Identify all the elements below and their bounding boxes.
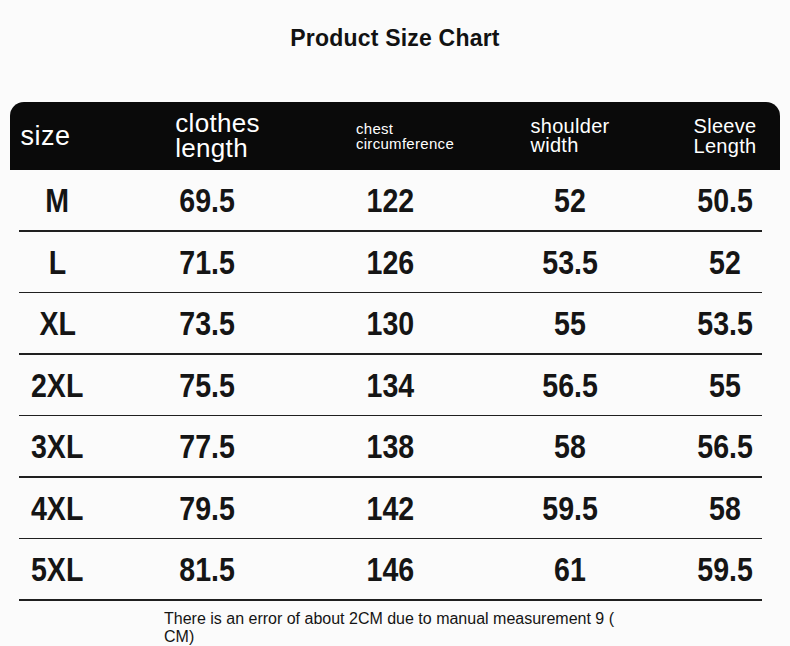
value-text: 71.5 <box>180 243 236 282</box>
size-label: 2XL <box>10 366 105 405</box>
measurement-note-line: There is an error of about 2CM due to ma… <box>164 610 626 629</box>
size-label: L <box>10 243 105 282</box>
size-label-text: 4XL <box>31 489 83 528</box>
value-cell: 77.5 <box>105 427 310 466</box>
size-label: 5XL <box>10 550 105 589</box>
value-text: 59.5 <box>542 489 598 528</box>
value-text: 55 <box>554 304 586 343</box>
value-text: 50.5 <box>697 181 753 220</box>
value-text: 69.5 <box>180 181 236 220</box>
size-label-text: 3XL <box>31 427 83 466</box>
table-row-2xl: 2XL 75.5 134 56.5 55 <box>10 355 780 417</box>
size-label-text: 2XL <box>31 366 83 405</box>
value-cell: 55 <box>670 366 780 405</box>
value-cell: 61 <box>470 550 670 589</box>
value-text: 126 <box>366 243 414 282</box>
value-text: 122 <box>366 181 414 220</box>
value-text: 58 <box>554 427 586 466</box>
value-cell: 59.5 <box>470 489 670 528</box>
value-text: 53.5 <box>697 304 753 343</box>
size-label-text: L <box>49 243 66 282</box>
value-cell: 81.5 <box>105 550 310 589</box>
col-header-sleeve-length: Sleeve Length <box>670 116 780 156</box>
value-cell: 56.5 <box>470 366 670 405</box>
value-text: 59.5 <box>697 550 753 589</box>
value-cell: 146 <box>310 550 470 589</box>
value-text: 73.5 <box>180 304 236 343</box>
value-cell: 55 <box>470 304 670 343</box>
col-header-chest-circumference: chest circumference <box>310 121 470 151</box>
value-text: 53.5 <box>542 243 598 282</box>
value-text: 55 <box>709 366 741 405</box>
value-cell: 52 <box>470 181 670 220</box>
size-label-text: 5XL <box>31 550 83 589</box>
value-cell: 142 <box>310 489 470 528</box>
value-text: 56.5 <box>542 366 598 405</box>
value-cell: 130 <box>310 304 470 343</box>
value-cell: 138 <box>310 427 470 466</box>
value-cell: 69.5 <box>105 181 310 220</box>
size-label: 4XL <box>10 489 105 528</box>
value-text: 52 <box>554 181 586 220</box>
size-label-text: M <box>46 181 70 220</box>
value-text: 58 <box>709 489 741 528</box>
measurement-note-line: CM) <box>164 628 626 646</box>
col-header-line: width <box>530 136 609 155</box>
value-text: 61 <box>554 550 586 589</box>
col-header-size-label: size <box>20 121 70 152</box>
size-table: size clothes length chest circumference … <box>10 102 780 601</box>
value-text: 52 <box>709 243 741 282</box>
col-header-line: Length <box>694 136 757 156</box>
size-label-text: XL <box>39 304 76 343</box>
table-row-3xl: 3XL 77.5 138 58 56.5 <box>10 416 780 478</box>
value-cell: 59.5 <box>670 550 780 589</box>
value-cell: 75.5 <box>105 366 310 405</box>
value-cell: 52 <box>670 243 780 282</box>
size-label: M <box>10 181 105 220</box>
col-header-size: size <box>10 121 105 152</box>
value-cell: 50.5 <box>670 181 780 220</box>
value-text: 77.5 <box>180 427 236 466</box>
value-text: 146 <box>366 550 414 589</box>
value-cell: 134 <box>310 366 470 405</box>
value-text: 81.5 <box>180 550 236 589</box>
col-header-line: chest <box>356 121 454 136</box>
value-cell: 53.5 <box>670 304 780 343</box>
value-cell: 58 <box>470 427 670 466</box>
col-header-line: circumference <box>356 136 454 151</box>
table-header: size clothes length chest circumference … <box>10 102 780 170</box>
value-text: 79.5 <box>180 489 236 528</box>
value-text: 134 <box>366 366 414 405</box>
size-label: 3XL <box>10 427 105 466</box>
value-text: 138 <box>366 427 414 466</box>
table-row-xl: XL 73.5 130 55 53.5 <box>10 293 780 355</box>
table-row-m: M 69.5 122 52 50.5 <box>10 170 780 232</box>
table-row-5xl: 5XL 81.5 146 61 59.5 <box>10 539 780 601</box>
value-text: 142 <box>366 489 414 528</box>
col-header-clothes-length: clothes length <box>105 111 310 161</box>
value-cell: 126 <box>310 243 470 282</box>
page-title: Product Size Chart <box>0 0 790 52</box>
value-text: 130 <box>366 304 414 343</box>
table-row-4xl: 4XL 79.5 142 59.5 58 <box>10 478 780 540</box>
table-row-l: L 71.5 126 53.5 52 <box>10 232 780 294</box>
measurement-note: There is an error of about 2CM due to ma… <box>164 610 626 646</box>
size-label: XL <box>10 304 105 343</box>
value-text: 56.5 <box>697 427 753 466</box>
col-header-shoulder-width: shoulder width <box>470 117 670 155</box>
col-header-line: length <box>175 136 259 161</box>
value-cell: 56.5 <box>670 427 780 466</box>
value-cell: 58 <box>670 489 780 528</box>
value-cell: 79.5 <box>105 489 310 528</box>
value-cell: 53.5 <box>470 243 670 282</box>
value-cell: 73.5 <box>105 304 310 343</box>
value-cell: 71.5 <box>105 243 310 282</box>
col-header-line: Sleeve <box>694 116 757 136</box>
value-text: 75.5 <box>180 366 236 405</box>
value-cell: 122 <box>310 181 470 220</box>
